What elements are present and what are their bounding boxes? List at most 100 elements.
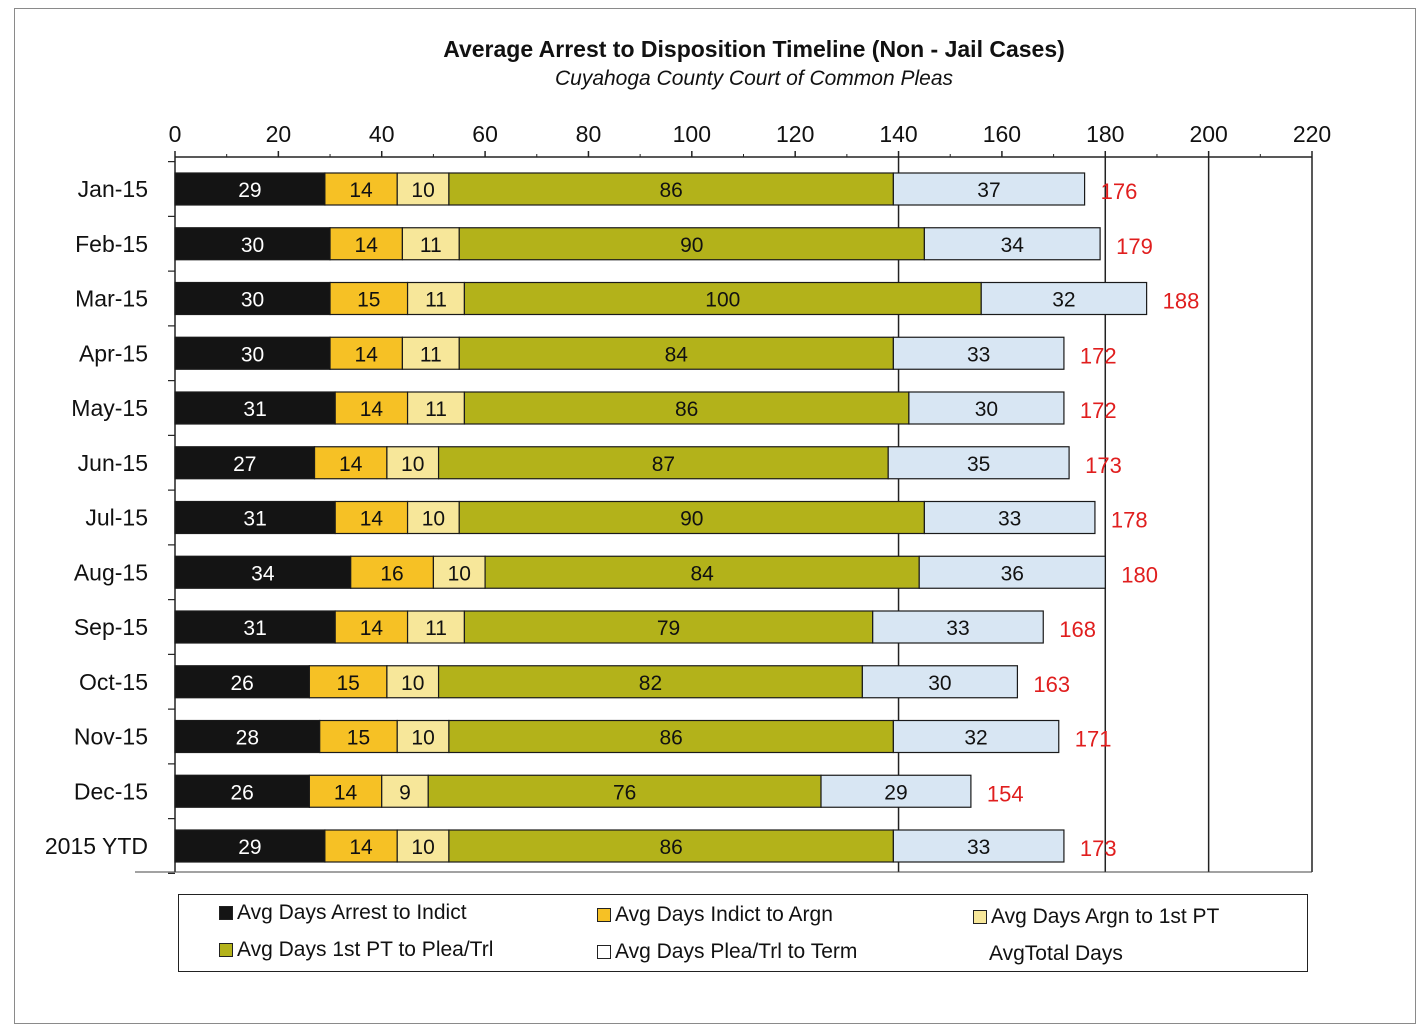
total-label: 172 bbox=[1080, 343, 1117, 368]
data-label: 10 bbox=[411, 836, 434, 859]
data-label: 30 bbox=[241, 234, 264, 257]
data-label: 29 bbox=[884, 781, 907, 804]
category-label: 2015 YTD bbox=[45, 833, 148, 859]
bar-segment bbox=[887, 446, 1070, 480]
data-label: 11 bbox=[425, 398, 447, 421]
total-label: 172 bbox=[1080, 398, 1117, 423]
bar-segment bbox=[437, 665, 863, 699]
data-label: 37 bbox=[977, 179, 1000, 202]
legend-item-indict-to-argn: Avg Days Indict to Argn bbox=[597, 903, 833, 927]
data-label: 86 bbox=[659, 836, 682, 859]
legend-swatch bbox=[219, 943, 233, 957]
data-label: 14 bbox=[355, 343, 379, 366]
data-label: 33 bbox=[998, 508, 1021, 531]
data-label: 86 bbox=[659, 727, 682, 750]
data-label: 10 bbox=[401, 672, 424, 695]
data-label: 30 bbox=[975, 398, 998, 421]
total-label: 173 bbox=[1080, 836, 1117, 861]
bar-segment bbox=[396, 172, 450, 206]
data-label: 11 bbox=[425, 617, 447, 640]
total-label: 154 bbox=[987, 781, 1024, 806]
data-label: 11 bbox=[420, 234, 442, 257]
bar-segment bbox=[324, 172, 398, 206]
bar-segment bbox=[386, 446, 440, 480]
bar-segment bbox=[174, 227, 331, 261]
bar-segment bbox=[174, 774, 310, 808]
legend-label: Avg Days Plea/Trl to Term bbox=[615, 940, 858, 963]
category-label: Oct-15 bbox=[79, 669, 148, 695]
data-label: 14 bbox=[360, 398, 384, 421]
x-tick-label: 40 bbox=[369, 121, 395, 147]
chart-frame bbox=[14, 8, 1416, 1024]
bar-segment bbox=[458, 500, 925, 535]
data-label: 31 bbox=[243, 617, 266, 640]
chart-subtitle: Cuyahoga County Court of Common Pleas bbox=[554, 67, 954, 90]
data-label: 33 bbox=[946, 617, 969, 640]
legend-item-plea-to-term: Avg Days Plea/Trl to Term bbox=[597, 940, 857, 964]
bar-segment bbox=[174, 719, 321, 754]
bar-segment bbox=[329, 336, 403, 370]
data-label: 14 bbox=[355, 234, 379, 257]
bar-segment bbox=[401, 227, 460, 261]
legend-item-argn-to-1st-pt: Avg Days Argn to 1st PT bbox=[973, 905, 1219, 929]
data-label: 30 bbox=[241, 343, 264, 366]
bar-segment bbox=[820, 774, 972, 808]
data-label: 10 bbox=[411, 179, 434, 202]
bar-segment bbox=[448, 719, 894, 754]
legend-swatch bbox=[973, 910, 987, 924]
category-label: Feb-15 bbox=[75, 231, 148, 257]
total-label: 180 bbox=[1121, 562, 1158, 587]
bar-segment bbox=[892, 336, 1065, 370]
data-label: 84 bbox=[690, 562, 714, 585]
data-label: 31 bbox=[243, 508, 266, 531]
bar-segment bbox=[174, 829, 326, 863]
legend-item-1st-pt-to-plea: Avg Days 1st PT to Plea/Trl bbox=[219, 938, 493, 962]
bar-segment bbox=[174, 500, 336, 535]
bar-segment bbox=[174, 172, 326, 206]
bar-segment bbox=[319, 719, 398, 754]
x-tick-label: 60 bbox=[472, 121, 498, 147]
total-label: 179 bbox=[1116, 234, 1153, 259]
data-label: 30 bbox=[928, 672, 951, 695]
bar-segment bbox=[463, 610, 874, 644]
chart-title: Average Arrest to Disposition Timeline (… bbox=[443, 36, 1065, 62]
bar-segment bbox=[386, 665, 440, 699]
legend-label: Avg Days 1st PT to Plea/Trl bbox=[237, 938, 494, 961]
data-label: 90 bbox=[680, 234, 703, 257]
data-label: 36 bbox=[1001, 562, 1024, 585]
bar-segment bbox=[923, 500, 1096, 535]
data-label: 33 bbox=[967, 836, 990, 859]
x-tick-label: 140 bbox=[879, 121, 917, 147]
bar-segment bbox=[437, 446, 889, 480]
data-label: 11 bbox=[425, 289, 447, 312]
category-label: Apr-15 bbox=[79, 340, 148, 366]
data-label: 76 bbox=[613, 781, 636, 804]
data-label: 87 bbox=[652, 453, 675, 476]
category-label: Sep-15 bbox=[74, 614, 148, 640]
category-label: Aug-15 bbox=[74, 559, 148, 585]
category-label: May-15 bbox=[71, 395, 148, 421]
x-tick-label: 100 bbox=[673, 121, 711, 147]
bar-segment bbox=[892, 172, 1086, 206]
bar-segment bbox=[174, 446, 316, 480]
bar-segment bbox=[350, 555, 435, 589]
bar-segment bbox=[872, 610, 1044, 644]
category-label: Nov-15 bbox=[74, 724, 148, 750]
legend-swatch bbox=[219, 906, 233, 920]
data-label: 100 bbox=[705, 289, 740, 312]
bar-segment bbox=[174, 610, 336, 644]
data-label: 10 bbox=[422, 508, 445, 531]
data-label: 84 bbox=[665, 343, 689, 366]
total-label: 173 bbox=[1085, 453, 1122, 478]
bar-segment bbox=[329, 281, 409, 316]
x-tick-label: 200 bbox=[1189, 121, 1227, 147]
bar-segment bbox=[324, 829, 398, 863]
data-label: 86 bbox=[675, 398, 698, 421]
data-label: 16 bbox=[380, 562, 403, 585]
bar-segment bbox=[308, 665, 388, 699]
data-label: 28 bbox=[236, 727, 259, 750]
bar-segment bbox=[980, 281, 1148, 316]
data-label: 10 bbox=[411, 727, 434, 750]
data-label: 9 bbox=[399, 781, 411, 804]
bar-segment bbox=[484, 555, 920, 589]
